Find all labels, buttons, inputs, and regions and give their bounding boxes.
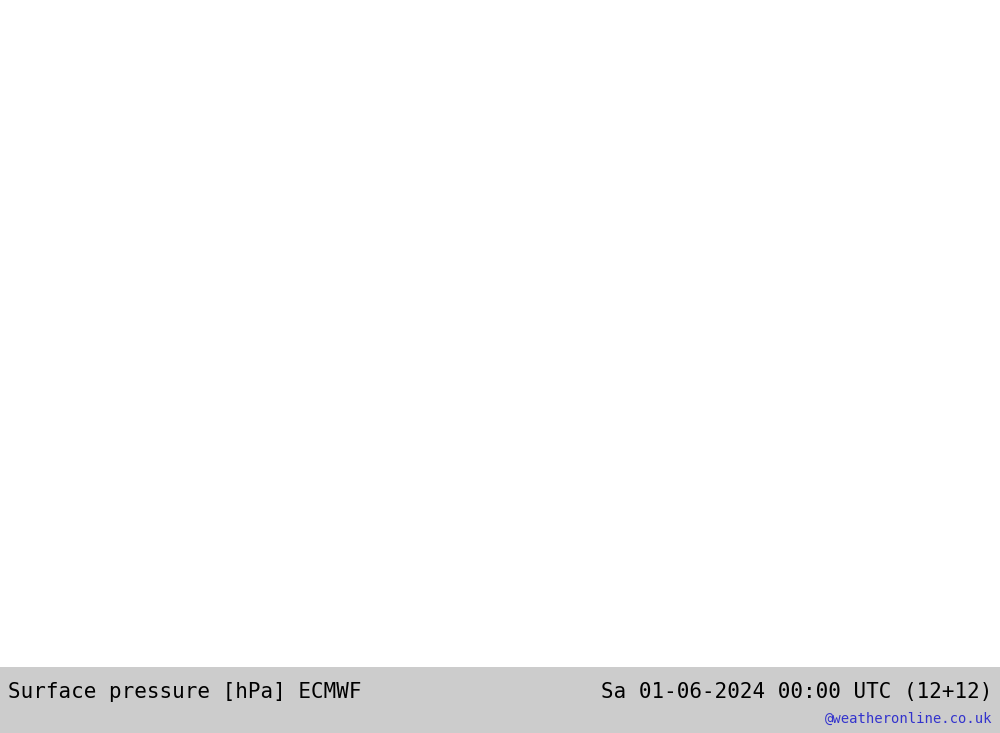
- Text: Surface pressure [hPa] ECMWF: Surface pressure [hPa] ECMWF: [8, 682, 362, 702]
- Text: @weatheronline.co.uk: @weatheronline.co.uk: [824, 712, 992, 726]
- Text: Sa 01-06-2024 00:00 UTC (12+12): Sa 01-06-2024 00:00 UTC (12+12): [601, 682, 992, 702]
